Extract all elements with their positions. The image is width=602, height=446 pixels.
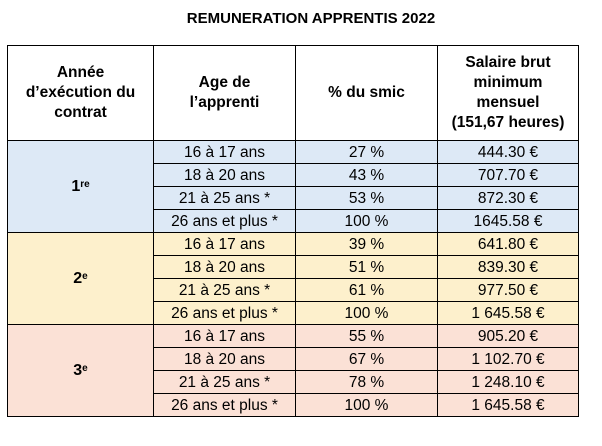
age-cell: 18 à 20 ans [153, 347, 296, 371]
age-cell: 16 à 17 ans [153, 232, 296, 256]
header-gross-salary-line: (151,67 heures) [451, 114, 565, 131]
age-cell: 26 ans et plus * [153, 301, 296, 325]
smic-percent-cell: 43 % [295, 163, 438, 187]
smic-percent-cell: 27 % [295, 140, 438, 164]
header-apprentice-age-line: l’apprenti [189, 94, 260, 111]
salary-cell: 977.50 € [437, 278, 579, 302]
table-row: 26 ans et plus * 100 % 1645.58 € [8, 209, 579, 233]
header-contract-year: Année d’exécution du contrat [7, 45, 154, 141]
table-row: 2e 16 à 17 ans 39 % 641.80 € [7, 232, 579, 325]
smic-percent-cell: 100 % [295, 301, 438, 325]
age-cell: 21 à 25 ans * [153, 370, 296, 394]
age-cell: 18 à 20 ans [153, 163, 296, 187]
smic-percent-cell: 67 % [295, 347, 438, 371]
table-row: 21 à 25 ans * 53 % 872.30 € [8, 186, 579, 210]
salary-cell: 1 248.10 € [437, 370, 579, 394]
salary-cell: 707.70 € [437, 163, 579, 187]
smic-percent-cell: 39 % [295, 232, 438, 256]
table-row: 18 à 20 ans 51 % 839.30 € [8, 255, 579, 279]
salary-cell: 839.30 € [437, 255, 579, 279]
table-row: 18 à 20 ans 43 % 707.70 € [8, 163, 579, 187]
header-apprentice-age-line: Age de [198, 74, 251, 91]
contract-year-number: 3 [73, 362, 83, 379]
table-row: 3e 16 à 17 ans 55 % 905.20 € [7, 324, 579, 417]
header-smic-percent: % du smic [295, 45, 438, 141]
table-row: 18 à 20 ans 67 % 1 102.70 € [8, 347, 579, 371]
header-row: Année d’exécution du contrat Age de l’ap… [7, 45, 579, 141]
table-row: 26 ans et plus * 100 % 1 645.58 € [8, 301, 579, 325]
salary-cell: 905.20 € [437, 324, 579, 348]
age-cell: 26 ans et plus * [153, 209, 296, 233]
salary-cell: 641.80 € [437, 232, 579, 256]
document-title: REMUNERATION APPRENTIS 2022 [186, 10, 436, 27]
header-contract-year-line: Année [56, 64, 105, 81]
table-row: 1re 16 à 17 ans 27 % 444.30 € [7, 140, 579, 233]
contract-year-number: 2 [73, 270, 83, 287]
smic-percent-cell: 55 % [295, 324, 438, 348]
age-cell: 21 à 25 ans * [153, 278, 296, 302]
smic-percent-cell: 61 % [295, 278, 438, 302]
smic-percent-cell: 100 % [295, 393, 438, 417]
age-cell: 18 à 20 ans [153, 255, 296, 279]
apprentice-salary-table: Année d’exécution du contrat Age de l’ap… [7, 45, 579, 417]
header-gross-salary-line: Salaire brut [465, 54, 551, 71]
smic-percent-cell: 100 % [295, 209, 438, 233]
contract-year-number: 1 [71, 178, 81, 195]
salary-cell: 1 645.58 € [437, 393, 579, 417]
age-cell: 21 à 25 ans * [153, 186, 296, 210]
header-contract-year-line: contrat [54, 104, 107, 121]
table-row: 21 à 25 ans * 61 % 977.50 € [8, 278, 579, 302]
salary-cell: 1 645.58 € [437, 301, 579, 325]
salary-cell: 1645.58 € [437, 209, 579, 233]
salary-cell: 872.30 € [437, 186, 579, 210]
contract-year-cell: 2e [7, 232, 154, 325]
contract-year-suffix: e [82, 271, 88, 282]
salary-cell: 444.30 € [437, 140, 579, 164]
header-gross-salary: Salaire brut minimum mensuel (151,67 heu… [437, 45, 579, 141]
salary-cell: 1 102.70 € [437, 347, 579, 371]
contract-year-suffix: re [80, 179, 90, 190]
table-row: 21 à 25 ans * 78 % 1 248.10 € [8, 370, 579, 394]
smic-percent-cell: 51 % [295, 255, 438, 279]
header-gross-salary-line: minimum [473, 74, 543, 91]
age-cell: 16 à 17 ans [153, 140, 296, 164]
header-apprentice-age: Age de l’apprenti [153, 45, 296, 141]
table-row: 26 ans et plus * 100 % 1 645.58 € [8, 393, 579, 417]
age-cell: 16 à 17 ans [153, 324, 296, 348]
smic-percent-cell: 78 % [295, 370, 438, 394]
header-contract-year-line: d’exécution du [25, 84, 136, 101]
contract-year-cell: 1re [7, 140, 154, 233]
table-body: 1re 16 à 17 ans 27 % 444.30 €18 à 20 ans 43 … [7, 140, 579, 417]
contract-year-cell: 3e [7, 324, 154, 417]
header-gross-salary-line: mensuel [476, 94, 540, 111]
smic-percent-cell: 53 % [295, 186, 438, 210]
contract-year-suffix: e [82, 363, 88, 374]
age-cell: 26 ans et plus * [153, 393, 296, 417]
